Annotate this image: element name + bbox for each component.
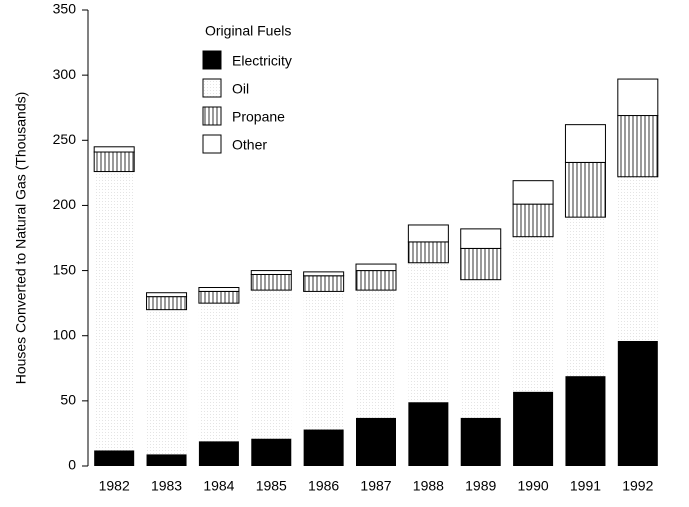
y-axis-label: Houses Converted to Natural Gas (Thousan… xyxy=(13,92,29,385)
x-tick-label: 1987 xyxy=(360,478,391,494)
bar-segment xyxy=(460,247,502,281)
legend-label: Oil xyxy=(232,81,249,97)
legend-title: Original Fuels xyxy=(205,23,291,39)
bar-segment xyxy=(250,273,292,291)
y-tick-label: 100 xyxy=(53,326,77,342)
x-tick-label: 1990 xyxy=(518,478,549,494)
legend-label: Propane xyxy=(232,109,285,125)
bar-segment xyxy=(146,296,188,311)
legend-swatch xyxy=(202,50,222,70)
bar-segment xyxy=(93,151,135,173)
bar-segment xyxy=(408,262,449,403)
bar-segment xyxy=(513,236,554,392)
bar-segment xyxy=(565,376,606,466)
bar-segment xyxy=(303,429,344,466)
x-tick-label: 1982 xyxy=(99,478,130,494)
bar-segment xyxy=(617,340,658,466)
bar-segment xyxy=(407,224,449,243)
bar-segment xyxy=(198,287,240,292)
bar-segment xyxy=(356,417,396,466)
legend-label: Other xyxy=(232,137,267,153)
bar-segment xyxy=(355,270,397,291)
legend-swatch xyxy=(202,134,222,154)
legend-label: Electricity xyxy=(232,53,292,69)
bar-segment xyxy=(564,161,606,218)
y-tick-label: 250 xyxy=(53,131,77,147)
bar-segment xyxy=(356,290,396,418)
bar-segment xyxy=(460,228,502,249)
y-tick-label: 200 xyxy=(53,196,77,212)
bar-segment xyxy=(94,450,135,466)
x-tick-label: 1984 xyxy=(203,478,234,494)
bar-segment xyxy=(564,124,606,163)
bar-segment xyxy=(198,441,239,466)
bar-segment xyxy=(303,271,345,277)
x-tick-label: 1992 xyxy=(622,478,653,494)
legend-swatch xyxy=(202,78,222,98)
bar-segment xyxy=(460,417,501,466)
bar-segment xyxy=(146,309,187,455)
bar-segment xyxy=(94,171,135,451)
y-tick-label: 300 xyxy=(53,66,77,82)
bar-segment xyxy=(146,292,188,298)
bar-segment xyxy=(251,290,292,439)
y-tick-label: 50 xyxy=(60,392,76,408)
bar-segment xyxy=(303,291,344,430)
bar-segment xyxy=(303,275,345,292)
bar-segment xyxy=(617,78,659,117)
bar-segment xyxy=(512,180,554,205)
bar-segment xyxy=(250,270,292,275)
x-tick-label: 1988 xyxy=(413,478,444,494)
bar-segment xyxy=(408,402,449,466)
bar-segment xyxy=(513,391,554,466)
bar-segment xyxy=(617,115,659,178)
bar-segment xyxy=(460,279,501,418)
x-tick-label: 1983 xyxy=(151,478,182,494)
bar-segment xyxy=(355,263,397,272)
bar-segment xyxy=(93,146,135,153)
x-tick-label: 1989 xyxy=(465,478,496,494)
bar-segment xyxy=(617,176,658,341)
bar-segment xyxy=(198,303,239,442)
legend-swatch xyxy=(202,106,222,126)
y-tick-label: 150 xyxy=(53,261,77,277)
x-tick-label: 1986 xyxy=(308,478,339,494)
bar-segment xyxy=(146,454,187,466)
bar-segment xyxy=(407,241,449,264)
x-tick-label: 1991 xyxy=(570,478,601,494)
bar-segment xyxy=(565,217,606,377)
y-tick-label: 0 xyxy=(68,457,76,473)
bar-segment xyxy=(198,290,240,304)
bar-segment xyxy=(251,438,292,466)
x-tick-label: 1985 xyxy=(256,478,287,494)
y-tick-label: 350 xyxy=(53,1,77,17)
bar-segment xyxy=(512,203,554,238)
